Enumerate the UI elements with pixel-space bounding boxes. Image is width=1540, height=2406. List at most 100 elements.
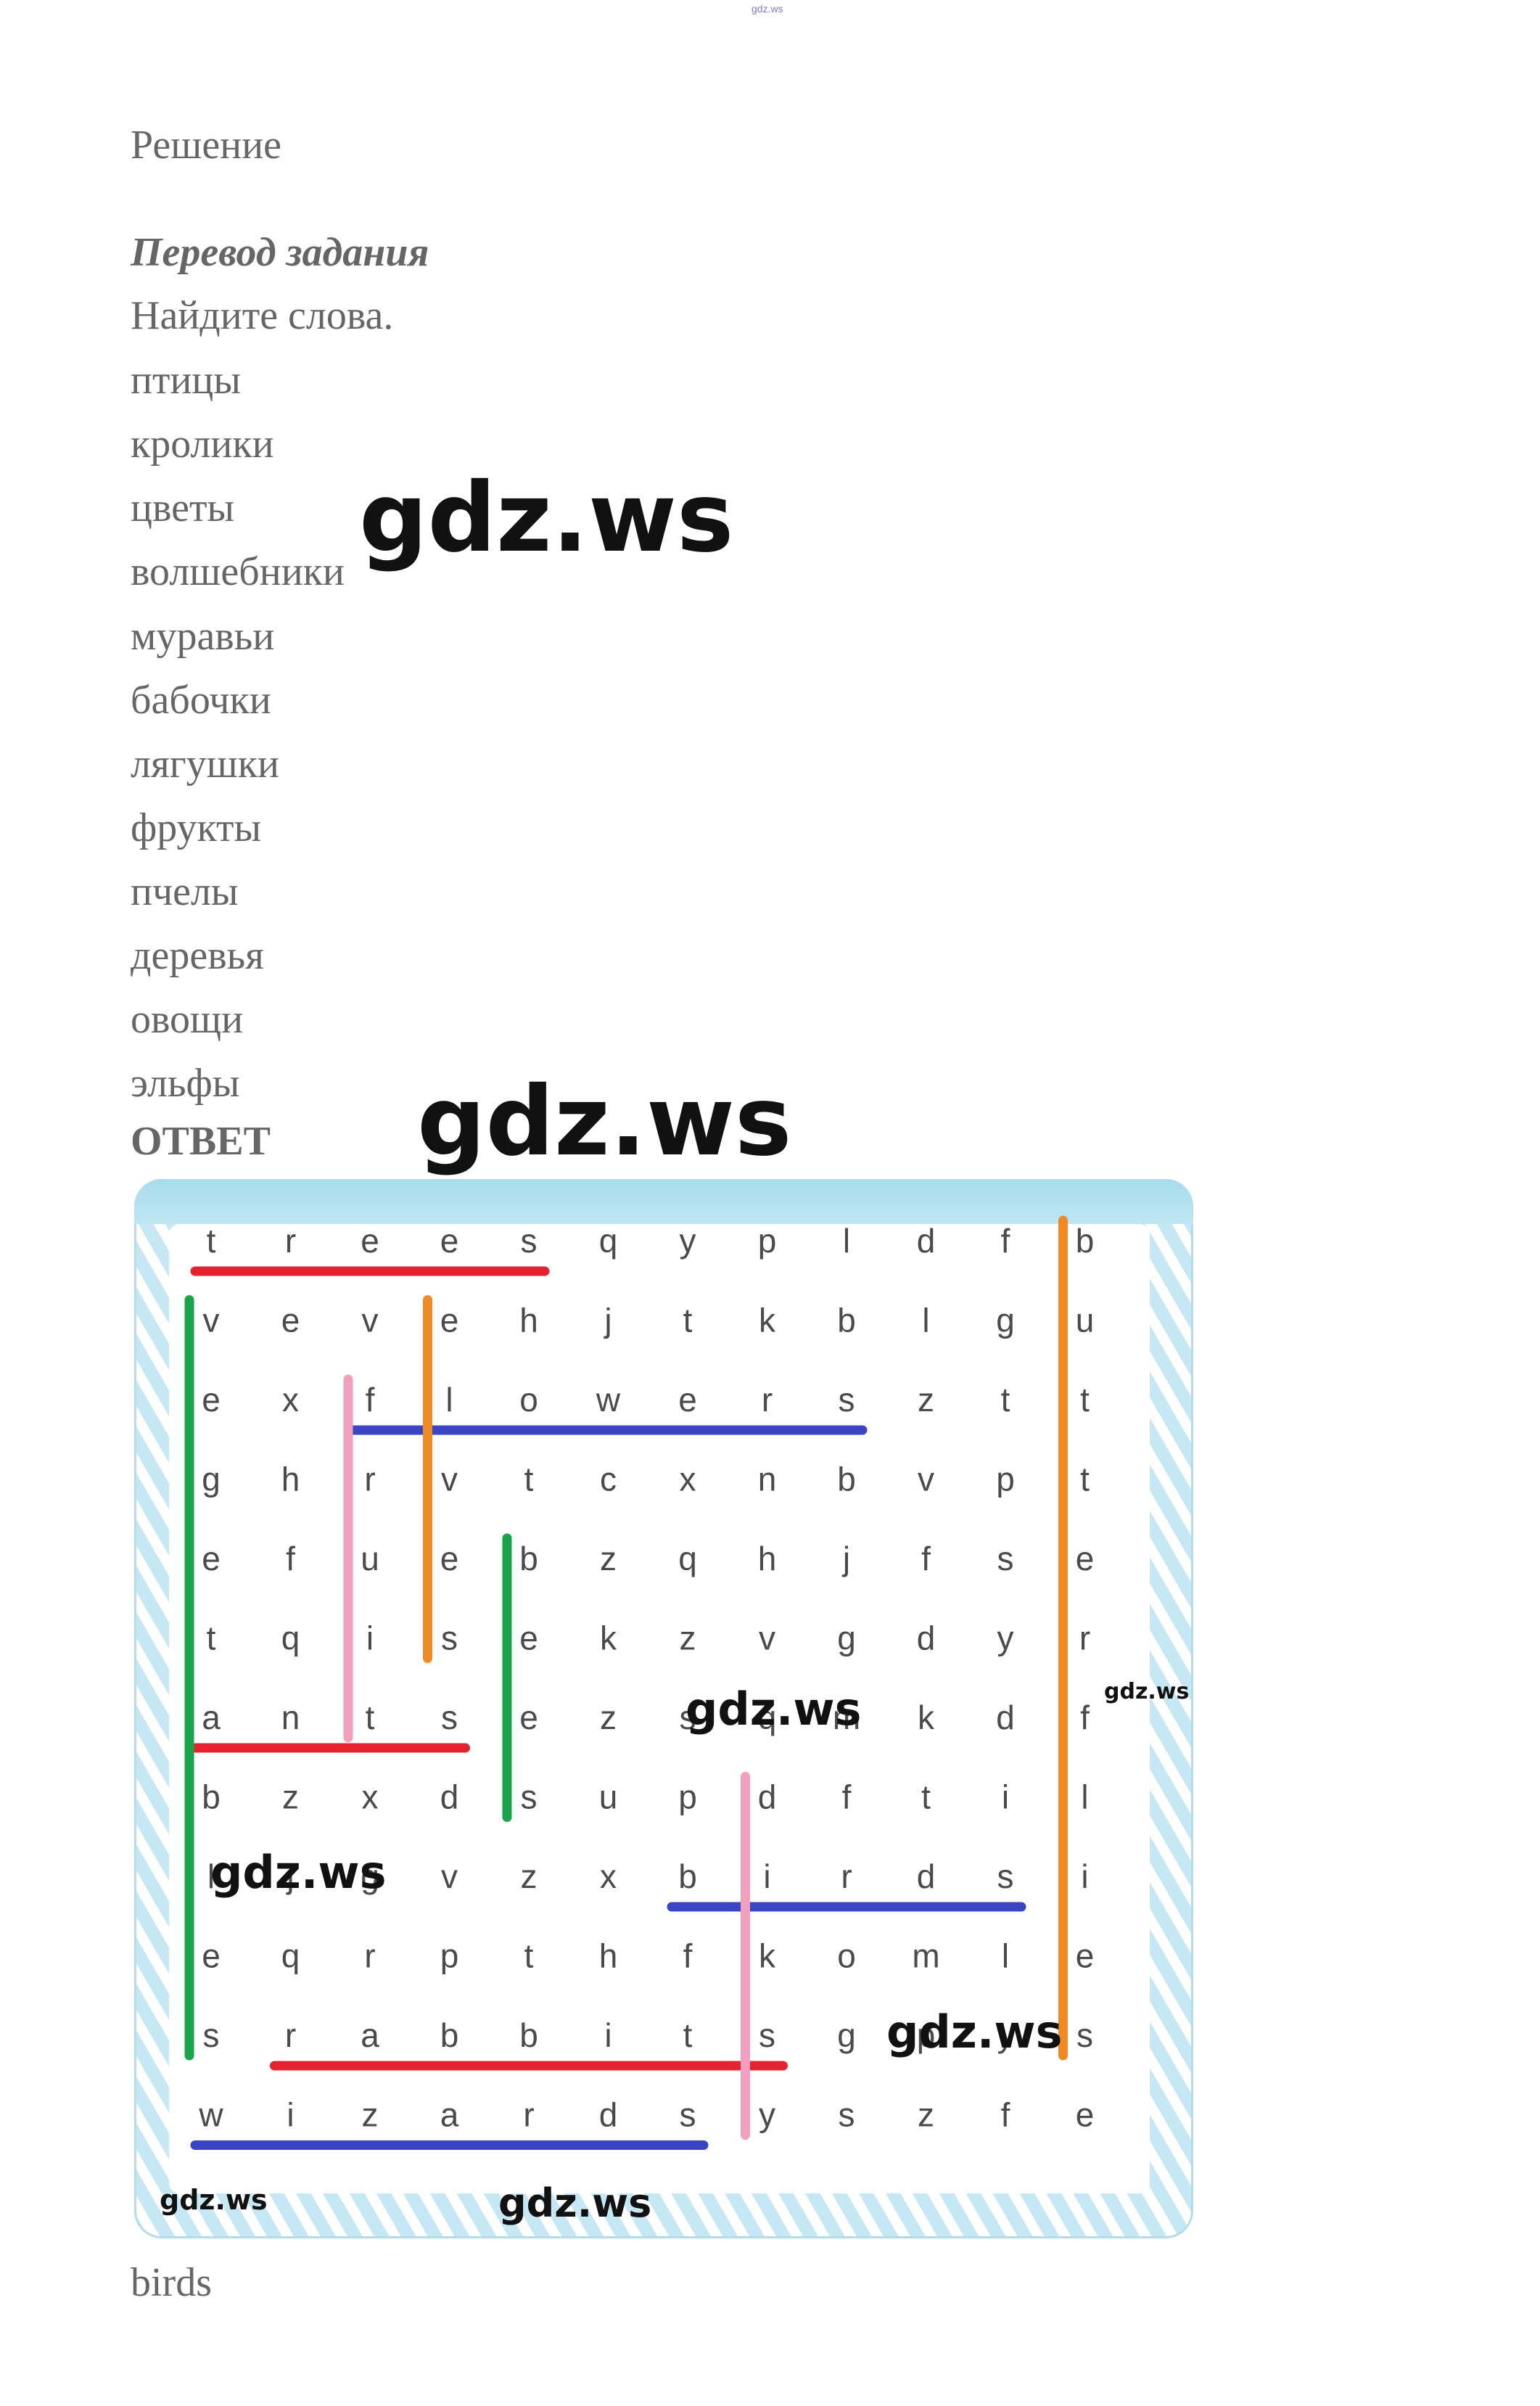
grid-letter: b: [837, 1302, 856, 1339]
watermark: gdz.ws: [160, 2184, 268, 2216]
watermark: gdz.ws: [210, 1846, 387, 1899]
grid-letter: g: [837, 1619, 856, 1657]
puzzle-top-band: [134, 1179, 1193, 1224]
grid-letter: q: [281, 1937, 300, 1975]
grid-letter: e: [678, 1381, 697, 1418]
grid-letter: t: [524, 1937, 534, 1975]
grid-letter: p: [440, 1937, 459, 1975]
grid-letter: d: [599, 2096, 618, 2134]
grid-letter: x: [282, 1381, 299, 1418]
word-list-item: лягушки: [131, 742, 279, 787]
word-list-item: муравьи: [131, 614, 275, 659]
grid-letter: s: [839, 2096, 855, 2134]
grid-letter: z: [918, 1381, 934, 1418]
grid-letter: y: [680, 1222, 696, 1260]
grid-letter: t: [683, 2016, 693, 2054]
grid-letter: b: [837, 1461, 856, 1498]
grid-letter: t: [207, 1619, 216, 1657]
grid-letter: f: [1001, 1222, 1010, 1260]
grid-letter: r: [762, 1381, 773, 1418]
grid-letter: t: [1001, 1381, 1010, 1418]
grid-letter: e: [202, 1540, 221, 1577]
grid-letter: r: [285, 2016, 296, 2054]
grid-letter: e: [1076, 2096, 1095, 2134]
top-watermark: gdz.ws: [752, 3, 783, 15]
grid-letter: e: [519, 1699, 538, 1736]
grid-letter: f: [683, 1937, 693, 1975]
grid-letter: x: [362, 1778, 379, 1816]
grid-letter: s: [521, 1222, 538, 1260]
grid-letter: e: [440, 1302, 459, 1339]
solution-heading: Решение: [131, 123, 282, 168]
watermark: gdz.ws: [359, 462, 734, 574]
puzzle-board: [169, 1224, 1150, 2193]
watermark: gdz.ws: [498, 2180, 652, 2226]
grid-letter: q: [599, 1222, 618, 1260]
grid-letter: m: [833, 1699, 860, 1736]
word-list-item: кролики: [131, 422, 274, 467]
grid-letter: y: [759, 2096, 775, 2134]
grid-letter: v: [203, 1302, 220, 1339]
grid-letter: t: [1080, 1461, 1090, 1498]
grid-letter: d: [917, 1222, 936, 1260]
grid-letter: i: [763, 1857, 770, 1895]
grid-letter: f: [286, 1540, 295, 1577]
grid-letter: z: [680, 1619, 696, 1657]
grid-letter: d: [917, 1857, 936, 1895]
grid-letter: s: [1076, 2016, 1093, 2054]
task-instruction: Найдите слова.: [131, 293, 394, 338]
grid-letter: s: [997, 1540, 1014, 1577]
grid-letter: r: [364, 1461, 375, 1498]
grid-letter: f: [842, 1778, 852, 1816]
grid-letter: e: [1076, 1937, 1095, 1975]
grid-letter: t: [1080, 1381, 1090, 1418]
grid-letter: d: [917, 1619, 936, 1657]
grid-letter: a: [440, 2096, 459, 2134]
grid-letter: s: [759, 2016, 775, 2054]
grid-letter: g: [996, 1302, 1015, 1339]
word-list-item: эльфы: [131, 1061, 240, 1106]
grid-letter: h: [599, 1937, 618, 1975]
grid-letter: i: [1081, 1857, 1088, 1895]
grid-letter: i: [1002, 1778, 1009, 1816]
grid-letter: w: [198, 2096, 223, 2134]
grid-letter: e: [202, 1381, 221, 1418]
grid-letter: m: [912, 1937, 939, 1975]
grid-letter: s: [441, 1619, 458, 1657]
grid-letter: q: [758, 1699, 777, 1736]
grid-letter: i: [287, 2096, 294, 2134]
grid-letter: y: [997, 2016, 1014, 2054]
grid-letter: j: [285, 1857, 294, 1895]
grid-letter: t: [683, 1302, 693, 1339]
grid-letter: e: [202, 1937, 221, 1975]
grid-letter: s: [521, 1778, 538, 1816]
grid-letter: b: [1076, 1222, 1095, 1260]
grid-letter: z: [600, 1699, 617, 1736]
grid-letter: t: [921, 1778, 931, 1816]
grid-letter: e: [440, 1222, 459, 1260]
grid-letter: v: [362, 1302, 379, 1339]
watermark: gdz.ws: [1104, 1679, 1190, 1704]
grid-letter: d: [996, 1699, 1015, 1736]
grid-letter: h: [281, 1461, 300, 1498]
grid-letter: e: [440, 1540, 459, 1577]
word-list-item: овощи: [131, 997, 244, 1042]
grid-letter: k: [600, 1619, 617, 1657]
grid-letter: i: [604, 2016, 612, 2054]
grid-letter: z: [918, 2096, 934, 2134]
grid-letter: x: [680, 1461, 696, 1498]
translation-title: Перевод задания: [131, 230, 429, 275]
grid-letter: k: [759, 1937, 776, 1975]
grid-letter: e: [361, 1222, 379, 1260]
word-list-item: волшебники: [131, 549, 345, 594]
grid-letter: l: [1081, 1778, 1088, 1816]
grid-letter: s: [680, 2096, 696, 2134]
grid-letter: t: [207, 1222, 216, 1260]
grid-letter: e: [281, 1302, 300, 1339]
grid-letter: k: [759, 1302, 776, 1339]
grid-letter: i: [366, 1619, 374, 1657]
watermark: gdz.ws: [685, 1683, 862, 1736]
grid-letter: j: [603, 1302, 612, 1339]
grid-letter: h: [519, 1302, 538, 1339]
grid-letter: d: [440, 1778, 459, 1816]
